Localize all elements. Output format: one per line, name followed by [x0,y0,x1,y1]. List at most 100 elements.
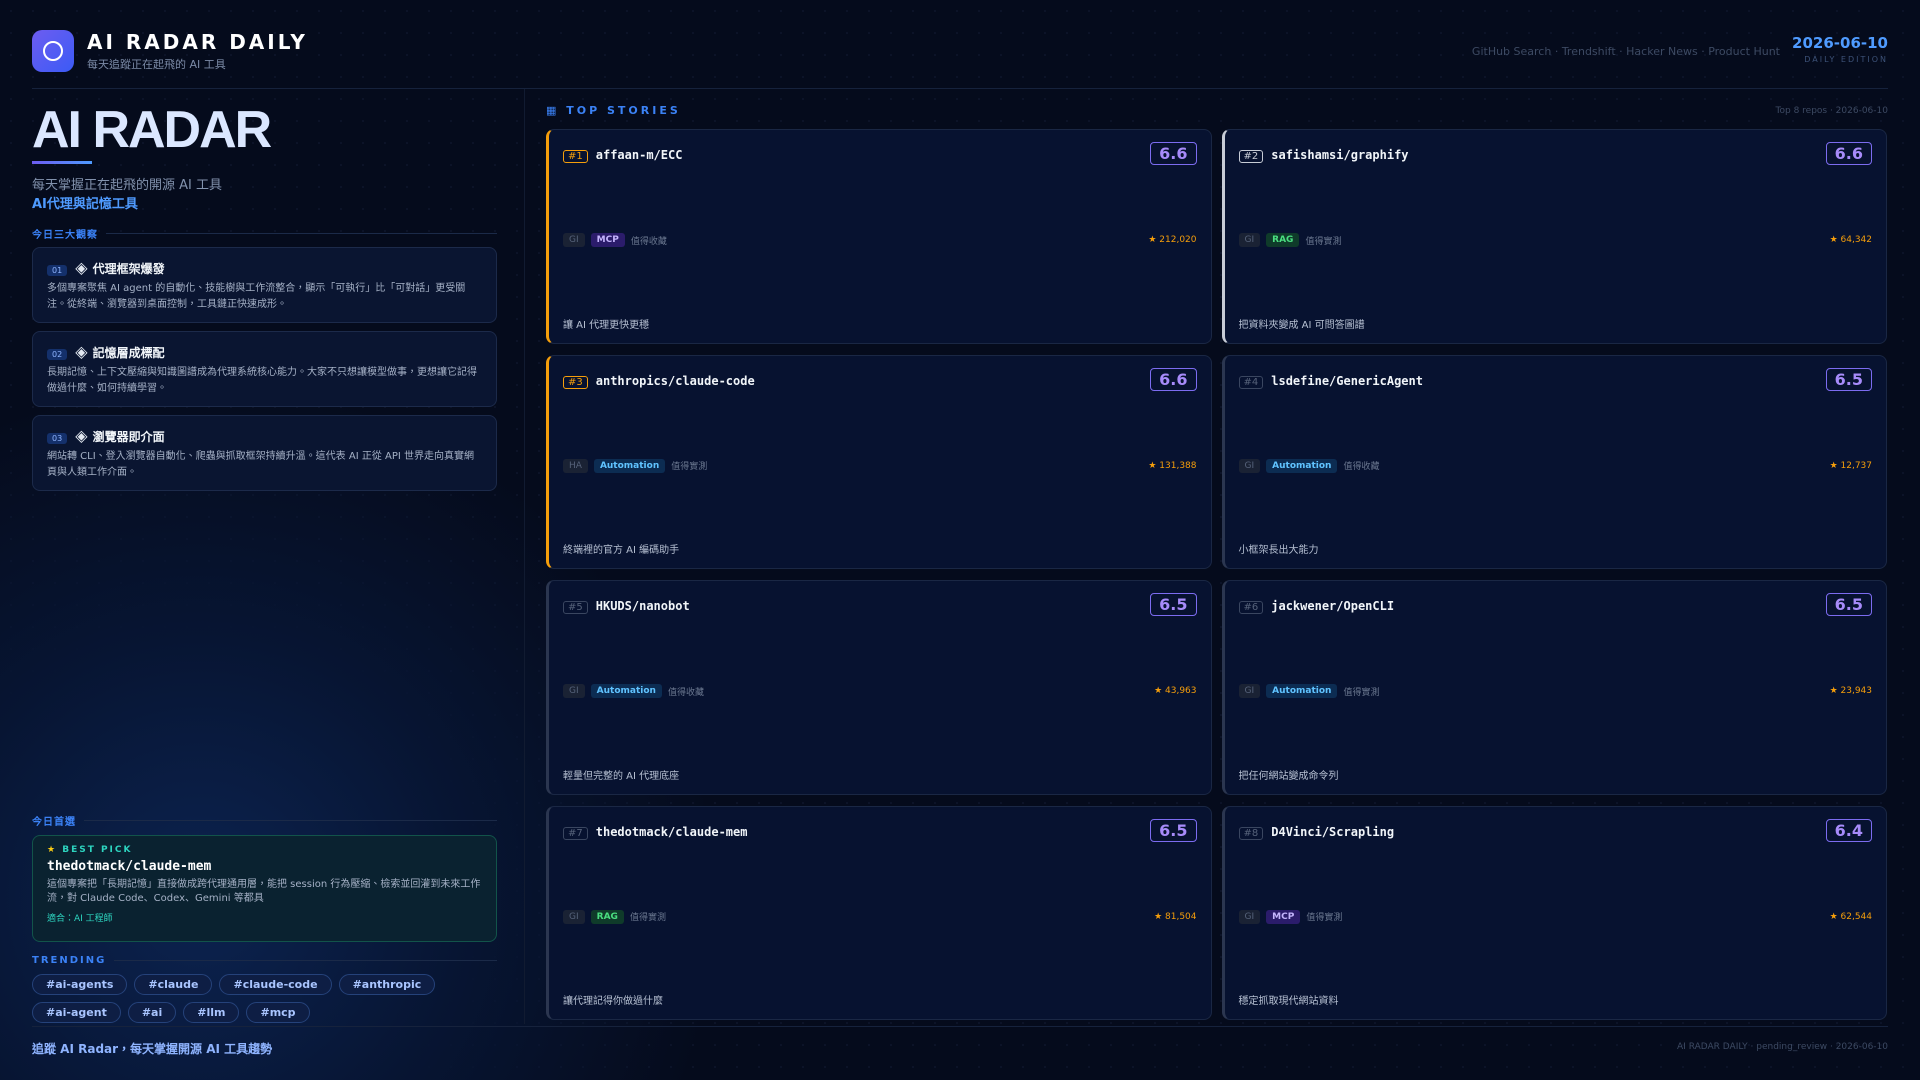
rank: #5 [563,601,588,614]
verdict: 值得實測 [1306,913,1343,923]
audience: 適合：AI 工程師 [47,914,113,924]
tagline: 每天掌握正在起飛的開源 AI 工具 [32,178,222,193]
star-icon: ★ [1154,686,1165,696]
star-count: 212,020 [1159,235,1197,245]
divider [32,88,1888,89]
story-meta: GI Automation 值得收藏 ★ 12,737 [1238,458,1873,473]
story-card[interactable]: #6 jackwener/OpenCLI 6.5 GI Automation 值得實測 ★ … [1221,580,1887,795]
repo-name: thedotmack/claude-mem [47,859,212,874]
source: GI [563,684,585,698]
star-icon: ★ [1148,460,1160,471]
hero-title: AI RADAR [32,101,272,159]
stories-meta: Top 8 repos · 2026-06-10 [1775,106,1888,116]
stars: ★ 131,388 [1148,461,1196,471]
insight-icon: ◈ [75,426,93,445]
repo-name: lsdefine/GenericAgent [1271,373,1423,388]
label-text: TRENDING [32,955,107,966]
rank: #6 [1238,601,1264,614]
trending-tag[interactable]: #anthropic [338,974,436,995]
section-label: 今日首選 [32,813,497,828]
story-header: #1 affaan-m/ECC [563,144,1197,163]
story-header: #2 safishamsi/graphify [1238,144,1873,163]
stars: ★ 81,504 [1154,912,1196,922]
badge: ★ BEST PICK [47,845,482,855]
score: 6.5 [1825,593,1872,616]
story-meta: GI MCP 值得收藏 ★ 212,020 [563,233,1197,247]
footer-cta: 追蹤 AI Radar，每天掌握開源 AI 工具趨勢 [32,1042,273,1056]
star-icon: ★ [1829,460,1841,471]
trending-tags: #ai-agents #claude #claude-code #anthropic #… [32,974,497,1023]
icon: ▦ [546,104,567,117]
story-card[interactable]: #8 D4Vinci/Scrapling 6.4 GI MCP 值得實測 ★ 62,544 穩… [1221,805,1887,1020]
verdict: 值得收藏 [667,687,704,698]
story-card[interactable]: #7 thedotmack/claude-mem 6.5 GI RAG 值得實測 ★ 81,… [546,805,1212,1020]
source: GI [1238,909,1261,924]
trending-tag[interactable]: #claude [134,974,213,995]
score: 6.6 [1825,142,1872,165]
verdict: 值得實測 [1305,236,1342,247]
story-card[interactable]: #4 lsdefine/GenericAgent 6.5 GI Automation 值得… [1221,354,1887,569]
story-meta: GI Automation 值得實測 ★ 23,943 [1238,684,1872,698]
divider [524,89,525,1024]
rank: #3 [563,375,588,389]
insight-body: 長期記憶、上下文壓縮與知識圖譜成為代理系統核心能力。大家不只想讓模型做事，更想讓… [47,367,477,394]
rank: #2 [1238,150,1264,163]
label-text: 今日首選 [32,817,76,828]
source: GI [563,233,585,247]
repo-name: affaan-m/ECC [595,148,683,162]
insight-card: 02 ◈ 記憶層成標配 長期記憶、上下文壓縮與知識圖譜成為代理系統核心能力。大家不只… [32,331,497,407]
trending-tag[interactable]: #llm [183,1002,240,1023]
repo-name: D4Vinci/Scrapling [1271,824,1395,839]
score: 6.4 [1825,818,1872,842]
star-count: 62,544 [1840,911,1873,922]
verdict: 值得收藏 [630,236,667,247]
trending-tag[interactable]: #ai [127,1002,177,1023]
section-label: ▦ TOP STORIES [546,104,681,117]
logo [32,30,74,72]
logo-subtitle: 每天追蹤正在起飛的 AI 工具 [87,58,226,71]
trending-tag[interactable]: #ai-agents [32,974,128,995]
story-description: 讓代理記得你做過什麼 [563,996,663,1007]
star-count: 81,504 [1165,911,1197,922]
edition: DAILY EDITION [1804,55,1888,64]
rank: #1 [563,150,588,163]
accent-bar [32,161,92,164]
score: 6.6 [1150,142,1197,165]
category-tag: Automation [1266,458,1338,473]
insight-number: 03 [47,433,68,444]
story-header: #4 lsdefine/GenericAgent [1238,370,1873,389]
story-description: 穩定抓取現代網站資料 [1238,996,1339,1007]
story-card[interactable]: #2 safishamsi/graphify 6.6 GI RAG 值得實測 ★ 64,34… [1221,129,1887,344]
section-label: 今日三大觀察 [32,226,497,241]
story-card[interactable]: #3 anthropics/claude-code 6.6 HA Automation 值… [546,354,1212,569]
source: GI [563,909,585,924]
best-pick: ★ BEST PICK thedotmack/claude-mem 這個專案把「… [32,835,497,942]
story-header: #7 thedotmack/claude-mem [563,821,1197,840]
trending-tag[interactable]: #claude-code [219,974,332,995]
divider [32,1026,1888,1027]
story-card[interactable]: #1 affaan-m/ECC 6.6 GI MCP 值得收藏 ★ 212,020 讓 AI … [546,129,1212,344]
story-meta: GI RAG 值得實測 ★ 81,504 [563,909,1197,924]
label-text: TOP STORIES [566,104,681,117]
stars: ★ 23,943 [1830,686,1872,696]
stars: ★ 62,544 [1830,912,1872,922]
story-card[interactable]: #5 HKUDS/nanobot 6.5 GI Automation 值得收藏 ★ 43,9… [546,580,1212,795]
source: HA [563,458,588,473]
source: GI [1238,233,1261,247]
story-header: #5 HKUDS/nanobot [563,595,1197,614]
date: 2026-06-10 [1792,34,1888,52]
insight-title: 代理框架爆發 [92,262,165,276]
story-meta: HA Automation 值得實測 ★ 131,388 [563,458,1197,473]
star-count: 43,963 [1165,686,1197,696]
trending-tag[interactable]: #mcp [246,1002,310,1023]
section-label: TRENDING [32,955,497,966]
insight-body: 網站轉 CLI、登入瀏覽器自動化、爬蟲與抓取框架持續升溫。這代表 AI 正從 A… [47,451,475,478]
insight-icon: ◈ [75,258,93,277]
repo-name: jackwener/OpenCLI [1271,599,1395,613]
star-count: 12,737 [1840,460,1873,471]
theme: AI代理與記憶工具 [32,197,138,212]
verdict: 值得收藏 [1343,462,1380,472]
trending-tag[interactable]: #ai-agent [32,1002,121,1023]
category-tag: Automation [1266,684,1338,698]
verdict: 值得實測 [1343,687,1380,698]
